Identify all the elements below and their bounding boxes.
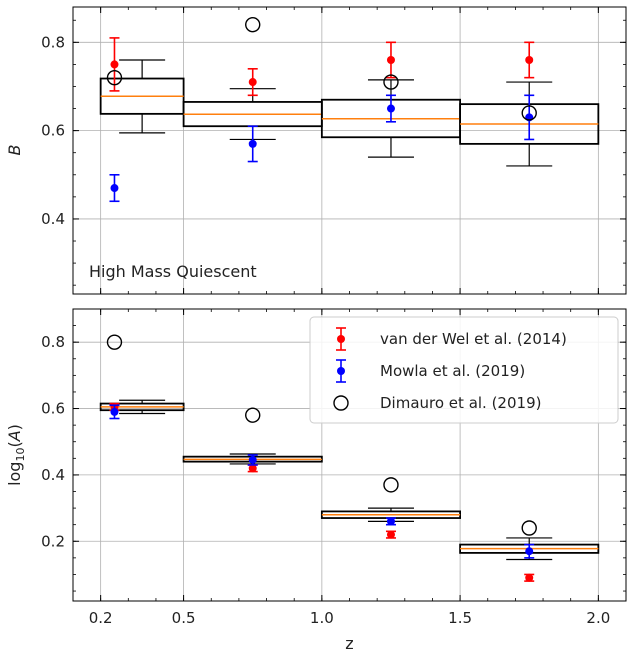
legend-box bbox=[309, 316, 619, 424]
data-point-mowla bbox=[248, 455, 257, 464]
data-point-mowla bbox=[110, 184, 119, 193]
data-point-dimauro bbox=[106, 69, 123, 86]
data-point-mowla bbox=[386, 104, 395, 113]
y-tick-label: 0.4 bbox=[41, 210, 65, 228]
x-tick-label: 0.5 bbox=[172, 609, 196, 627]
data-point-dimauro bbox=[383, 74, 399, 90]
data-point-dimauro bbox=[521, 105, 537, 121]
data-point-dimauro bbox=[245, 16, 261, 33]
x-tick-label: 2.0 bbox=[586, 609, 610, 627]
x-tick-label: 1.0 bbox=[310, 609, 334, 627]
data-point-vanderwel bbox=[248, 78, 257, 87]
y-tick-label: 0.8 bbox=[41, 33, 65, 51]
panel-log-a: 0.2 0.4 0.6 0.8 0.2 0.5 1.0 1.5 2.0 van der Wel e… bbox=[41, 308, 627, 627]
data-point-dimauro bbox=[245, 407, 261, 423]
data-point-vanderwel bbox=[386, 55, 395, 64]
legend-marker-dot bbox=[337, 367, 345, 375]
x-axis-title: z bbox=[345, 634, 353, 653]
y-axis-title-log-a: log10(A) bbox=[5, 424, 27, 486]
data-point-dimauro bbox=[106, 334, 123, 350]
data-point-dimauro bbox=[383, 477, 399, 493]
data-point-mowla bbox=[386, 517, 395, 526]
data-point-vanderwel bbox=[110, 60, 119, 69]
legend-marker-dot bbox=[337, 335, 345, 343]
axes-frame bbox=[72, 308, 627, 602]
y-tick-label: 0.6 bbox=[41, 400, 65, 418]
x-tick-label: 0.2 bbox=[89, 609, 113, 627]
legend-label: Dimauro et al. (2019) bbox=[380, 394, 541, 412]
y-tick-label: 0.4 bbox=[41, 466, 65, 484]
panel-b: 0.4 0.6 0.8 High Mass Quiescent bbox=[41, 6, 627, 295]
y-axis-title-b: B bbox=[5, 145, 24, 156]
panel-annotation: High Mass Quiescent bbox=[89, 262, 257, 281]
axes-frame bbox=[72, 6, 627, 295]
data-point-mowla bbox=[525, 547, 534, 556]
y-tick-label: 0.6 bbox=[41, 122, 65, 140]
data-point-mowla bbox=[248, 139, 257, 148]
data-point-vanderwel bbox=[386, 530, 395, 539]
x-tick-label: 1.5 bbox=[448, 609, 472, 627]
y-tick-label: 0.8 bbox=[41, 333, 65, 351]
y-tick-label: 0.2 bbox=[41, 532, 65, 550]
data-point-dimauro bbox=[521, 520, 537, 536]
data-point-vanderwel bbox=[525, 573, 534, 582]
data-point-vanderwel bbox=[248, 464, 257, 473]
data-point-mowla bbox=[110, 407, 119, 416]
data-point-vanderwel bbox=[525, 55, 534, 64]
legend-label: van der Wel et al. (2014) bbox=[380, 330, 567, 348]
legend-marker-open-circle bbox=[333, 395, 349, 411]
legend-label: Mowla et al. (2019) bbox=[380, 362, 525, 380]
